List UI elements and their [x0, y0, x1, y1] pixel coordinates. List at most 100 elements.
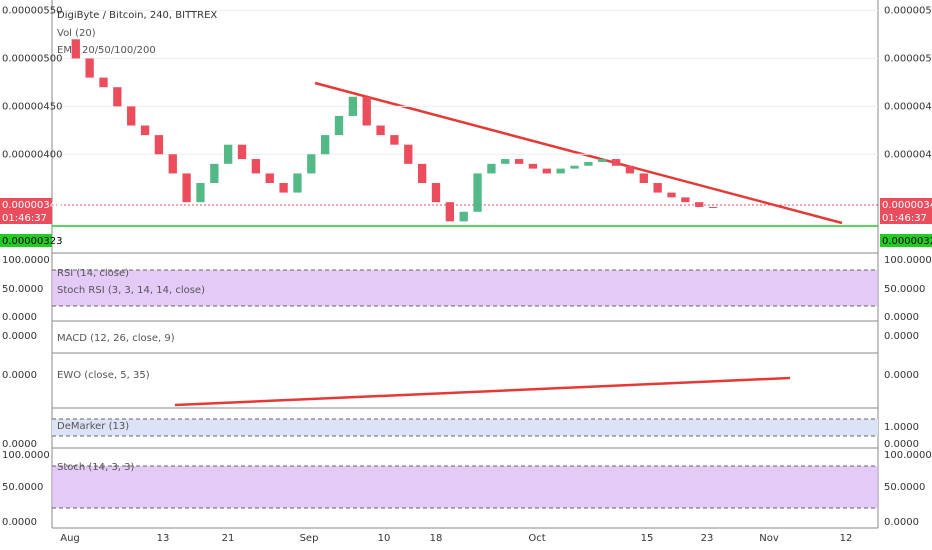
x-tick-label: 23 — [701, 533, 714, 544]
band-lines — [52, 269, 878, 509]
demarker-band — [52, 419, 878, 436]
candle-body — [307, 154, 316, 174]
pane-label: DeMarker (13) — [57, 421, 129, 432]
price-flag — [0, 234, 52, 247]
candle-body — [85, 58, 94, 78]
candle-body — [528, 163, 538, 169]
stoch-band — [52, 466, 878, 508]
pane-label: MACD (12, 26, close, 9) — [57, 333, 175, 344]
price-label: 0.00000344 — [882, 200, 932, 211]
candle-body — [224, 144, 233, 164]
candle-body — [168, 154, 177, 174]
candle-body — [279, 183, 288, 193]
candle-body — [708, 206, 718, 208]
axis-label: 100.0000 — [884, 255, 932, 266]
pane-label: RSI (14, close) — [57, 268, 129, 279]
x-tick-label: Oct — [528, 533, 545, 544]
price-flag — [880, 211, 932, 224]
y-tick-label: 0.00000550 — [884, 6, 932, 17]
candle-body — [653, 183, 662, 193]
candle-body — [514, 159, 524, 164]
y-tick-label: 0.00000400 — [884, 149, 932, 160]
axis-label: 50.0000 — [2, 284, 43, 295]
ewo-trendline — [174, 376, 791, 407]
x-tick-label: Nov — [759, 533, 779, 544]
axis-label: 50.0000 — [2, 482, 43, 493]
pane-label: EWO (close, 5, 35) — [57, 370, 150, 381]
candle-body — [570, 165, 579, 169]
candle-body — [598, 159, 607, 162]
axis-label: 0.0000 — [2, 370, 37, 381]
axis-label: 0.0000 — [2, 439, 37, 450]
candle-body — [334, 115, 344, 136]
y-tick-label: 0.00000450 — [2, 101, 62, 112]
candle-body — [611, 159, 621, 166]
indicator: EMA 20/50/100/200 — [57, 45, 156, 56]
price-flag — [880, 198, 932, 211]
candle-body — [140, 125, 150, 136]
x-tick-label: 15 — [641, 533, 654, 544]
x-tick-label: 18 — [430, 533, 443, 544]
candle-body — [390, 135, 399, 145]
price-label: 0.00000323 — [882, 236, 932, 247]
axis-label: 50.0000 — [884, 284, 925, 295]
price-label: 01:46:37 — [2, 213, 47, 224]
rsi-band — [52, 270, 878, 306]
x-tick-label: 10 — [378, 533, 391, 544]
y-tick-label: 0.00000400 — [2, 149, 62, 160]
axis-label: 0.0000 — [884, 331, 919, 342]
x-tick-label: 13 — [157, 533, 170, 544]
candle-body — [431, 183, 441, 203]
x-tick-label: Aug — [60, 533, 80, 544]
candle-body — [182, 173, 191, 203]
candle-body — [321, 135, 330, 155]
price-label: 0.00000323 — [2, 236, 62, 247]
axis-label: 0.0000 — [884, 312, 919, 323]
price-flag — [880, 234, 932, 247]
candle-body — [251, 159, 261, 174]
x-tick-label: 12 — [840, 533, 853, 544]
candle-body — [584, 161, 593, 166]
pane-borders — [51, 0, 879, 529]
axis-label: 0.0000 — [2, 312, 37, 323]
axis-label: 50.0000 — [884, 482, 925, 493]
candle-body — [237, 144, 247, 160]
candle-body — [487, 163, 496, 174]
candle-body — [542, 168, 551, 174]
axis-label: 100.0000 — [884, 450, 932, 461]
candle-body — [127, 106, 136, 126]
candle-body — [639, 173, 648, 184]
candle-body — [196, 183, 205, 203]
candle-body — [348, 96, 358, 116]
y-tick-label: 0.00000500 — [2, 53, 62, 64]
price-flag — [0, 198, 52, 211]
y-tick-label: 0.00000450 — [884, 101, 932, 112]
candle-body — [667, 192, 676, 198]
y-tick-label: 0.00000550 — [2, 6, 62, 17]
price-flag — [0, 211, 52, 224]
candle-body — [362, 96, 371, 126]
candle-body — [113, 87, 122, 107]
price-label: 01:46:37 — [882, 213, 927, 224]
candle-body — [293, 173, 302, 193]
title: DigiByte / Bitcoin, 240, BITTREX — [57, 10, 217, 21]
axis-label: 100.0000 — [2, 450, 50, 461]
axis-label: 0.0000 — [884, 370, 919, 381]
axis-label: 0.0000 — [2, 517, 37, 528]
candle-body — [99, 77, 108, 88]
candle-body — [501, 159, 510, 164]
x-tick-label: 21 — [222, 533, 235, 544]
axis-label: 0.0000 — [2, 331, 37, 342]
candle-body — [265, 173, 274, 184]
candle-body — [71, 39, 80, 59]
axis-label: 0.0000 — [884, 517, 919, 528]
pane-label: Stoch (14, 3, 3) — [57, 462, 134, 473]
axis-label: 0.0000 — [884, 439, 919, 450]
candle-body — [404, 144, 413, 164]
candle-body — [473, 173, 482, 212]
candle-body — [681, 197, 690, 203]
candle-body — [376, 125, 385, 136]
candle-body — [154, 135, 164, 155]
price-label: 0.00000344 — [2, 200, 62, 211]
indicator: Vol (20) — [57, 28, 96, 39]
